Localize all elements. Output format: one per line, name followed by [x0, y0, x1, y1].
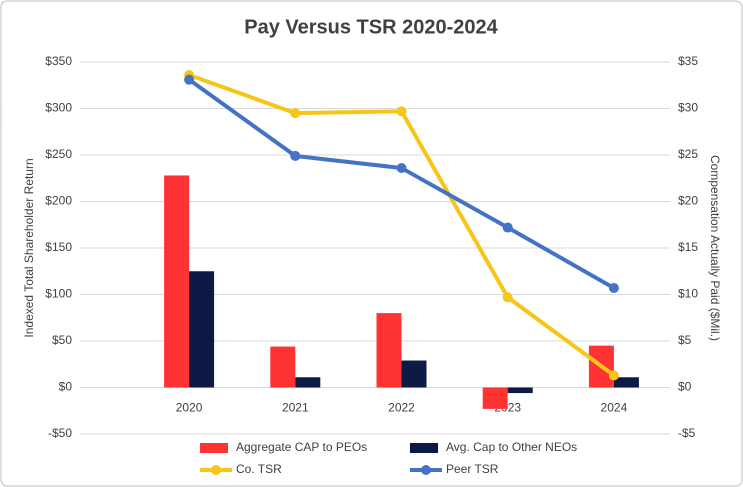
y2-tick-label: $5 [678, 333, 692, 347]
y2-tick-label: -$5 [678, 426, 696, 440]
bar [164, 175, 190, 388]
legend-label: Aggregate CAP to PEOs [236, 440, 367, 454]
legend-swatch-marker [211, 465, 221, 475]
legend-label: Co. TSR [236, 462, 282, 476]
bar [376, 313, 402, 388]
y-tick-label: $200 [45, 194, 72, 208]
line-marker [290, 150, 301, 161]
bar [482, 387, 508, 409]
y-tick-label: $350 [45, 54, 72, 68]
line-marker [608, 282, 619, 293]
line-marker [184, 74, 195, 85]
bar [507, 387, 533, 394]
y2-tick-label: $15 [678, 240, 698, 254]
x-tick-label: 2022 [388, 401, 415, 415]
legend-label: Avg. Cap to Other NEOs [446, 440, 577, 454]
legend-label: Peer TSR [446, 462, 499, 476]
y-tick-label: $250 [45, 147, 72, 161]
bar [401, 360, 427, 388]
y-axis-title: Indexed Total Shareholder Return [22, 158, 36, 337]
bar [189, 271, 215, 388]
y-tick-label: $0 [59, 380, 73, 394]
y2-tick-label: $25 [678, 147, 698, 161]
x-tick-label: 2020 [176, 401, 203, 415]
legend-swatch-marker [421, 465, 431, 475]
line-marker [396, 106, 407, 117]
y2-tick-label: $30 [678, 101, 698, 115]
legend-swatch [410, 443, 438, 453]
y2-tick-label: $20 [678, 194, 698, 208]
bar [270, 346, 296, 388]
y-tick-label: $300 [45, 101, 72, 115]
y2-tick-label: $10 [678, 287, 698, 301]
y-tick-label: $100 [45, 287, 72, 301]
y-tick-label: $150 [45, 240, 72, 254]
chart-title: Pay Versus TSR 2020-2024 [244, 16, 498, 38]
y2-tick-label: $35 [678, 54, 698, 68]
bar [613, 377, 639, 388]
x-tick-label: 2024 [601, 401, 628, 415]
line-marker [608, 370, 619, 381]
y-tick-label: $50 [52, 333, 72, 347]
y2-axis-title: Compensation Actually Paid ($Mil.) [708, 155, 722, 341]
line-marker [502, 292, 513, 303]
x-tick-label: 2021 [282, 401, 309, 415]
bar [295, 377, 321, 388]
line-marker [290, 108, 301, 119]
y-tick-label: -$50 [48, 426, 72, 440]
line-marker [502, 222, 513, 233]
legend-swatch [200, 443, 228, 453]
line-marker [396, 163, 407, 174]
y2-tick-label: $0 [678, 380, 692, 394]
